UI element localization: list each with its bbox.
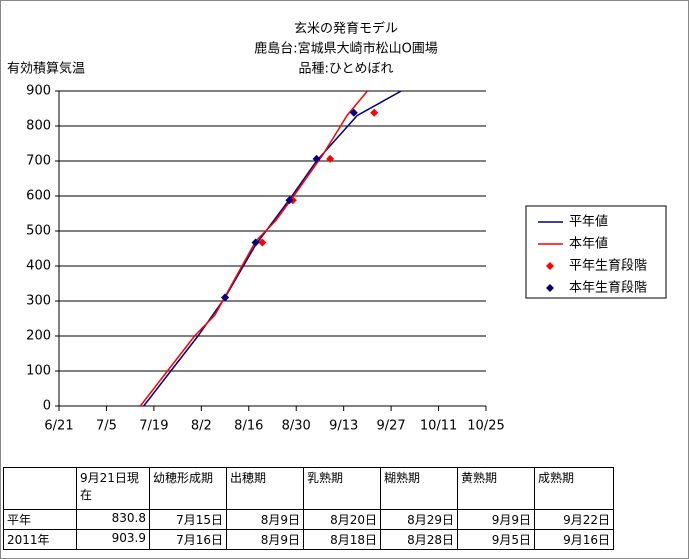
table-header: 成熟期 <box>534 467 614 510</box>
y-tick-label: 100 <box>26 364 51 379</box>
y-tick-label: 600 <box>26 189 51 204</box>
legend-label: 本年値 <box>569 236 608 252</box>
x-tick-label: 10/11 <box>420 419 457 434</box>
table-header: 糊熟期 <box>380 467 458 510</box>
y-tick-label: 0 <box>43 399 51 414</box>
chart-title: 玄米の発育モデル <box>294 21 398 37</box>
table-header: 9月21日現在 <box>76 467 150 510</box>
series-marker <box>312 154 321 163</box>
series-marker <box>370 108 379 117</box>
legend-label: 平年値 <box>569 214 608 230</box>
x-tick-label: 7/5 <box>96 419 117 434</box>
y-tick-label: 500 <box>26 224 51 239</box>
y-tick-label: 900 <box>26 84 51 99</box>
x-tick-label: 10/25 <box>467 419 504 434</box>
table-cell: 8月28日 <box>380 529 458 550</box>
legend-label: 本年生育段階 <box>569 280 647 296</box>
x-tick-label: 6/21 <box>44 419 73 434</box>
table-cell: 8月9日 <box>226 509 304 530</box>
table-header: 乳熟期 <box>303 467 381 510</box>
x-tick-label: 9/27 <box>377 419 406 434</box>
y-tick-label: 700 <box>26 154 51 169</box>
series-line <box>143 91 402 406</box>
table-cell: 9月9日 <box>457 509 535 530</box>
x-tick-label: 8/30 <box>282 419 311 434</box>
x-tick-label: 8/2 <box>191 419 212 434</box>
table-cell: 8月29日 <box>380 509 458 530</box>
table-cell: 8月20日 <box>303 509 381 530</box>
legend-label: 平年生育段階 <box>569 258 647 274</box>
series-marker <box>221 293 230 302</box>
x-tick-label: 8/16 <box>234 419 263 434</box>
table-cell: 8月18日 <box>303 529 381 550</box>
y-tick-label: 300 <box>26 294 51 309</box>
chart: 玄米の発育モデル 鹿島台:宮城県大崎市松山O圃場 品種:ひとめぼれ 有効積算気温… <box>7 21 667 434</box>
series-marker <box>285 196 294 205</box>
table-cell: 830.8 <box>76 509 150 530</box>
table-cell: 9月22日 <box>534 509 614 530</box>
series-marker <box>326 154 335 163</box>
y-tick-label: 200 <box>26 329 51 344</box>
series-marker <box>251 238 260 247</box>
table-cell: 9月16日 <box>534 529 614 550</box>
y-tick-label: 800 <box>26 119 51 134</box>
table-header: 黄熟期 <box>457 467 535 510</box>
table-cell: 9月5日 <box>457 529 535 550</box>
chart-subtitle: 品種:ひとめぼれ <box>299 61 394 77</box>
table-cell: 8月9日 <box>226 529 304 550</box>
legend-marker <box>546 262 554 270</box>
series-marker <box>258 238 267 247</box>
table-cell: 903.9 <box>76 529 150 550</box>
row-header: 平年 <box>3 509 77 530</box>
table-header: 出穂期 <box>226 467 304 510</box>
table-cell: 7月16日 <box>149 529 227 550</box>
table-corner <box>3 467 77 510</box>
series-marker <box>349 108 358 117</box>
x-tick-label: 9/13 <box>329 419 358 434</box>
y-tick-label: 400 <box>26 259 51 274</box>
y-axis-label: 有効積算気温 <box>7 61 85 77</box>
chart-subtitle: 鹿島台:宮城県大崎市松山O圃場 <box>254 41 438 57</box>
data-table: 9月21日現在 幼穂形成期 出穂期 乳熟期 糊熟期 黄熟期 成熟期 平年 830.… <box>3 467 614 550</box>
row-header: 2011年 <box>3 529 77 550</box>
legend-marker <box>546 284 554 292</box>
table-cell: 7月15日 <box>149 509 227 530</box>
table-header: 幼穂形成期 <box>149 467 227 510</box>
x-tick-label: 7/19 <box>139 419 168 434</box>
